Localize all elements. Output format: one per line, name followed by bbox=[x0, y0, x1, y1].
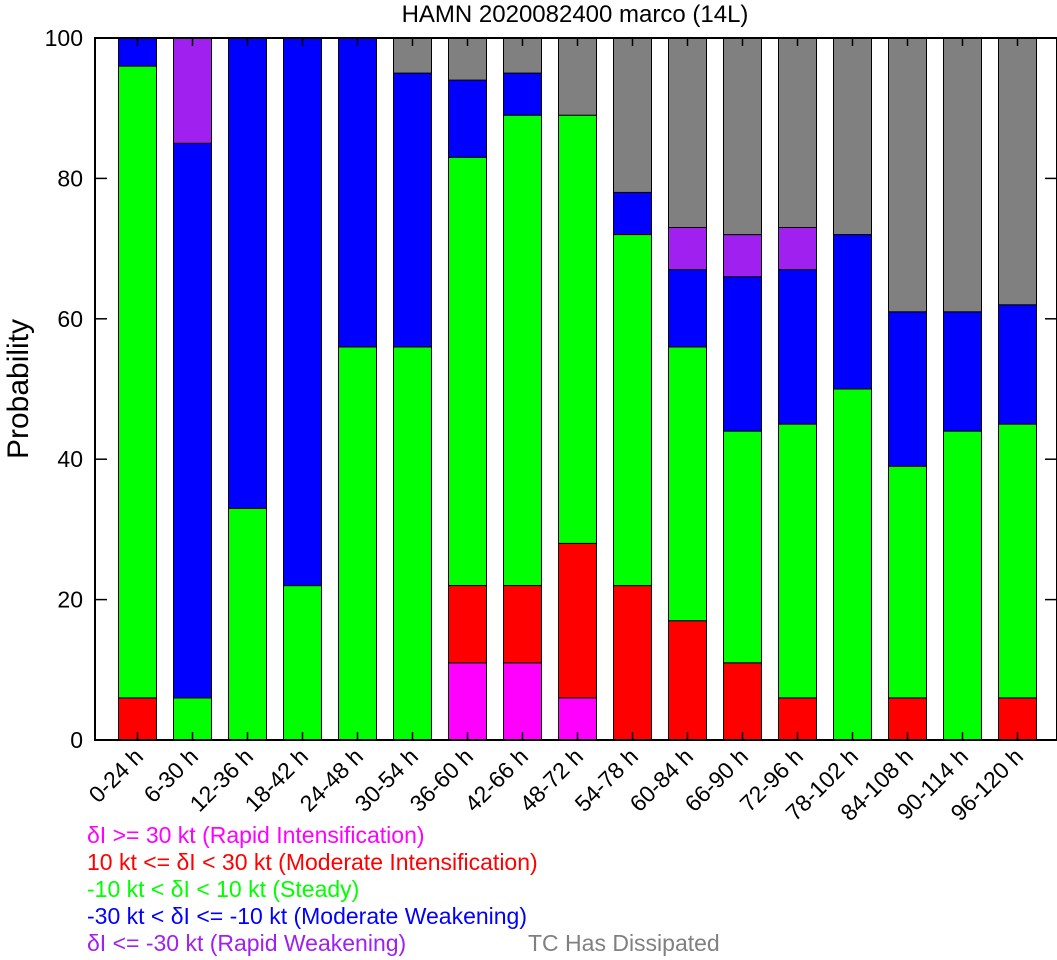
bar-segment-mw-5 bbox=[393, 72, 432, 348]
legend-entry-moderate-weakening: -30 kt < δI <= -10 kt (Moderate Weakenin… bbox=[87, 903, 528, 929]
bar-segment-st-13 bbox=[833, 388, 872, 741]
bar-segment-mw-1 bbox=[173, 142, 212, 699]
bar-segment-st-4 bbox=[338, 346, 377, 741]
bar-segment-dis-10 bbox=[668, 37, 707, 228]
legend-entry-dissipated: TC Has Dissipated bbox=[528, 930, 720, 956]
y-axis-label: Probability bbox=[2, 319, 35, 459]
bar-segment-mw-10 bbox=[668, 269, 707, 348]
bar-segment-rw-10 bbox=[668, 227, 707, 271]
bar-segment-rw-12 bbox=[778, 227, 817, 271]
bar-segment-mi-7 bbox=[503, 585, 542, 664]
bar-segment-st-8 bbox=[558, 114, 597, 544]
bar-segment-mw-14 bbox=[888, 311, 927, 467]
y-tick-label-1: 20 bbox=[57, 587, 83, 613]
bar-segment-rw-1 bbox=[173, 37, 212, 144]
bar-segment-mw-12 bbox=[778, 269, 817, 425]
y-tick-label-0: 0 bbox=[70, 727, 83, 753]
bar-segment-st-7 bbox=[503, 114, 542, 586]
bar-segment-mw-15 bbox=[943, 311, 982, 432]
bar-segment-mi-10 bbox=[668, 620, 707, 741]
bars-layer bbox=[118, 37, 1037, 741]
x-tick-label-0: 0-24 h bbox=[84, 743, 149, 808]
bar-segment-dis-12 bbox=[778, 37, 817, 228]
bar-segment-dis-13 bbox=[833, 37, 872, 236]
bar-segment-mw-11 bbox=[723, 276, 762, 432]
bar-segment-st-2 bbox=[228, 507, 267, 741]
bar-segment-mw-16 bbox=[998, 304, 1037, 425]
bar-segment-dis-11 bbox=[723, 37, 762, 236]
y-tick-label-3: 60 bbox=[57, 306, 83, 332]
y-tick-label-4: 80 bbox=[57, 165, 83, 191]
bar-segment-dis-16 bbox=[998, 37, 1037, 306]
bar-segment-mi-8 bbox=[558, 542, 597, 699]
bar-segment-st-6 bbox=[448, 156, 487, 587]
y-tick-label-5: 100 bbox=[45, 25, 83, 51]
bar-segment-mw-6 bbox=[448, 79, 487, 158]
bar-segment-mi-6 bbox=[448, 585, 487, 664]
legend-entry-rapid-intensification: δI >= 30 kt (Rapid Intensification) bbox=[87, 822, 425, 848]
chart: HAMN 2020082400 marco (14L) Probability … bbox=[2, 1, 1057, 826]
bar-segment-dis-9 bbox=[613, 37, 652, 193]
bar-segment-mi-11 bbox=[723, 662, 762, 741]
bar-segment-st-16 bbox=[998, 423, 1037, 699]
bar-segment-st-3 bbox=[283, 585, 322, 741]
bar-segment-st-12 bbox=[778, 423, 817, 699]
bar-segment-st-9 bbox=[613, 234, 652, 587]
bar-segment-dis-15 bbox=[943, 37, 982, 313]
bar-segment-mw-7 bbox=[503, 72, 542, 116]
bar-segment-rw-11 bbox=[723, 234, 762, 278]
bar-segment-dis-6 bbox=[448, 37, 487, 81]
bar-segment-mi-9 bbox=[613, 585, 652, 741]
bar-segment-st-0 bbox=[118, 65, 157, 699]
plot-frame bbox=[94, 37, 1057, 741]
bar-segment-st-15 bbox=[943, 430, 982, 741]
bar-segment-mw-3 bbox=[283, 37, 322, 587]
bar-segment-mw-13 bbox=[833, 234, 872, 390]
bar-segment-mw-2 bbox=[228, 37, 267, 509]
legend-entry-rapid-weakening: δI <= -30 kt (Rapid Weakening) bbox=[87, 930, 407, 956]
bar-segment-st-5 bbox=[393, 346, 432, 741]
legend-entry-moderate-intensification: 10 kt <= δI < 30 kt (Moderate Intensific… bbox=[87, 849, 538, 875]
bar-segment-ri-7 bbox=[503, 662, 542, 741]
chart-title: HAMN 2020082400 marco (14L) bbox=[402, 1, 749, 28]
bar-segment-mw-4 bbox=[338, 37, 377, 348]
bar-segment-ri-6 bbox=[448, 662, 487, 741]
bar-segment-st-14 bbox=[888, 465, 927, 699]
legend-entry-steady: -10 kt < δI < 10 kt (Steady) bbox=[87, 876, 360, 902]
bar-segment-mw-9 bbox=[613, 191, 652, 235]
bar-segment-dis-5 bbox=[393, 37, 432, 74]
bar-segment-st-10 bbox=[668, 346, 707, 622]
bar-segment-dis-14 bbox=[888, 37, 927, 313]
bar-segment-dis-8 bbox=[558, 37, 597, 116]
bar-segment-st-11 bbox=[723, 430, 762, 664]
y-tick-label-2: 40 bbox=[57, 446, 83, 472]
